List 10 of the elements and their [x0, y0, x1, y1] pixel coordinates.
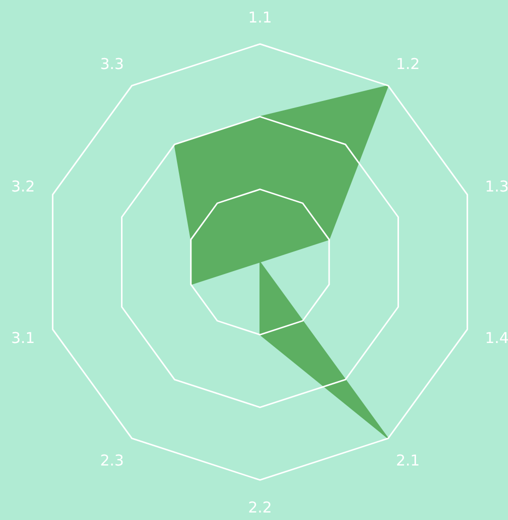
spoke-label: 3.1 [11, 328, 35, 347]
spoke-label: 2.1 [396, 451, 420, 470]
spoke-label: 1.3 [485, 178, 508, 196]
spoke-label: 1.1 [248, 8, 272, 26]
spoke-label: 2.3 [100, 451, 124, 470]
spoke-label: 3.3 [100, 55, 124, 74]
spoke-label: 1.2 [396, 55, 420, 74]
spoke-label: 1.4 [485, 328, 508, 347]
spoke-label: 2.2 [248, 498, 272, 516]
spoke-label: 3.2 [11, 178, 35, 196]
